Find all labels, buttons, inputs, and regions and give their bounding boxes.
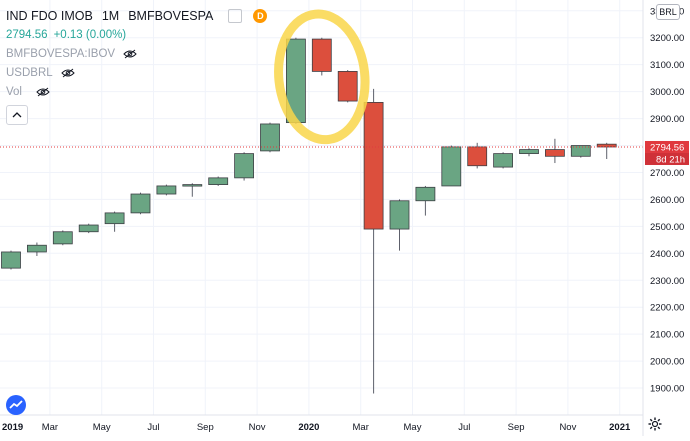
candle-up[interactable] bbox=[493, 153, 514, 168]
time-tick-label: Mar bbox=[42, 422, 58, 433]
price-tick-label: 2900.00 bbox=[650, 114, 684, 125]
annotation-layer bbox=[0, 9, 643, 148]
price-tick-label: 2200.00 bbox=[650, 303, 684, 314]
collapse-legend-button[interactable] bbox=[6, 105, 28, 125]
price-tick-label: 3000.00 bbox=[650, 87, 684, 98]
time-tick-label: May bbox=[404, 422, 422, 433]
time-tick-label: 2019 bbox=[2, 422, 23, 433]
last-price-axis-label: 2794.56 bbox=[650, 142, 684, 153]
candle-down[interactable] bbox=[545, 149, 565, 157]
time-tick-label: Nov bbox=[249, 422, 266, 433]
candle-up[interactable] bbox=[519, 149, 539, 155]
eye-off-icon[interactable] bbox=[123, 49, 137, 59]
time-tick-label: Mar bbox=[353, 422, 369, 433]
time-tick-label: 2021 bbox=[609, 422, 631, 433]
candle-up[interactable] bbox=[156, 185, 177, 195]
time-tick-label: Jul bbox=[147, 422, 159, 433]
candle-down[interactable] bbox=[363, 102, 384, 230]
price-tick-label: 3200.00 bbox=[650, 33, 684, 44]
eye-off-icon[interactable] bbox=[60, 68, 75, 78]
countdown-axis-label: 8d 21h bbox=[656, 154, 685, 165]
compare-usdbrl-label: USDBRL bbox=[6, 66, 53, 79]
exchange-label[interactable]: BMFBOVESPA bbox=[128, 8, 214, 23]
time-tick-label: Jul bbox=[458, 422, 470, 433]
countdown-label-bg bbox=[645, 152, 689, 165]
chart-legend: IND FDO IMOB 1M BMFBOVESPA D 2794.56 +0.… bbox=[6, 6, 276, 125]
time-tick-label: Sep bbox=[197, 422, 214, 433]
interval-label[interactable]: 1M bbox=[101, 8, 120, 23]
last-price-label-bg bbox=[645, 140, 689, 153]
last-price: 2794.56 bbox=[6, 28, 48, 41]
chevron-up-icon bbox=[12, 112, 22, 118]
symbol-title-row: IND FDO IMOB 1M BMFBOVESPA D bbox=[6, 6, 276, 25]
candle-up[interactable] bbox=[78, 224, 99, 233]
candle-up[interactable] bbox=[234, 153, 255, 179]
delayed-badge[interactable]: D bbox=[253, 8, 268, 23]
compare-usdbrl-row[interactable]: USDBRL bbox=[6, 63, 276, 82]
currency-button[interactable]: BRL bbox=[656, 4, 680, 20]
candle-up[interactable] bbox=[104, 212, 125, 225]
time-tick-label: May bbox=[93, 422, 111, 433]
grid bbox=[0, 0, 643, 415]
price-tick-label: 2500.00 bbox=[650, 222, 684, 233]
price-change: +0.13 (0.00%) bbox=[53, 28, 127, 41]
candle-down[interactable] bbox=[467, 146, 488, 167]
time-tick-label: Sep bbox=[508, 422, 525, 433]
price-row: 2794.56 +0.13 (0.00%) bbox=[6, 25, 276, 44]
time-axis[interactable]: 2019 Mar May Jul Sep Nov 2020 Mar May Jul Sep Nov 20… bbox=[2, 422, 631, 433]
price-tick-label: 2600.00 bbox=[650, 195, 684, 206]
candle-up[interactable] bbox=[389, 200, 410, 230]
candles bbox=[1, 37, 617, 394]
candle-up[interactable] bbox=[415, 186, 436, 202]
volume-row[interactable]: Vol bbox=[6, 82, 276, 101]
candle-up[interactable] bbox=[260, 123, 280, 152]
candle-up[interactable] bbox=[52, 231, 73, 245]
price-tick-label: 2700.00 bbox=[650, 168, 684, 179]
price-tick-label: 1900.00 bbox=[650, 384, 684, 395]
price-tick-label: 3100.00 bbox=[650, 60, 684, 71]
gear-icon[interactable] bbox=[648, 417, 662, 431]
chart-logo-icon bbox=[9, 400, 23, 409]
volume-label: Vol bbox=[6, 85, 22, 98]
tradingview-logo[interactable] bbox=[6, 395, 26, 415]
candle-up[interactable] bbox=[441, 146, 462, 187]
highlight-circle bbox=[274, 9, 370, 145]
candle-up[interactable] bbox=[1, 251, 21, 269]
time-tick-label: 2020 bbox=[298, 422, 319, 433]
candle-up[interactable] bbox=[208, 177, 229, 185]
price-tick-label: 2300.00 bbox=[650, 276, 684, 287]
candle-up[interactable] bbox=[182, 184, 203, 187]
price-tick-label: 2100.00 bbox=[650, 330, 684, 341]
candle-down[interactable] bbox=[337, 71, 358, 102]
candle-up[interactable] bbox=[26, 244, 47, 253]
status-box bbox=[228, 8, 243, 23]
candle-up[interactable] bbox=[130, 193, 151, 214]
compare-ibov-label: BMFBOVESPA:IBOV bbox=[6, 47, 116, 60]
price-axis[interactable]: 3300.003200.003100.003000.002900.002800.… bbox=[645, 6, 689, 395]
eye-off-icon[interactable] bbox=[36, 87, 50, 97]
price-tick-label: 2000.00 bbox=[650, 357, 684, 368]
compare-ibov-row[interactable]: BMFBOVESPA:IBOV bbox=[6, 44, 276, 63]
candle-down[interactable] bbox=[311, 38, 332, 72]
price-tick-label: 2400.00 bbox=[650, 249, 684, 260]
candle-up[interactable] bbox=[570, 145, 591, 157]
time-tick-label: Nov bbox=[559, 422, 576, 433]
symbol-name[interactable]: IND FDO IMOB bbox=[6, 8, 93, 23]
